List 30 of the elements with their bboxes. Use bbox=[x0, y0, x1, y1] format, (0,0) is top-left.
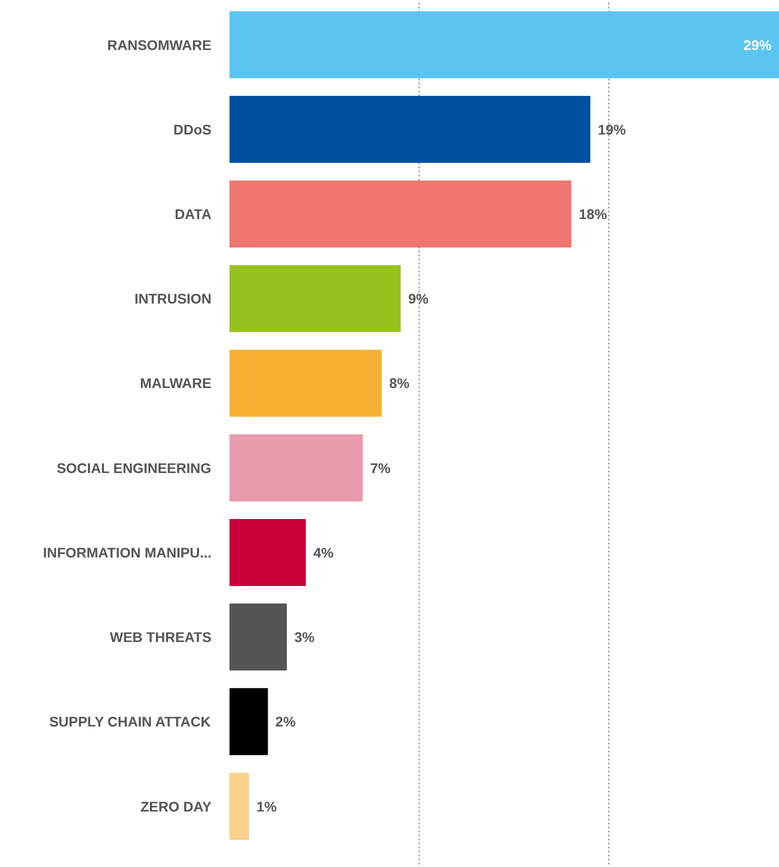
y-tick-label: INTRUSION bbox=[134, 290, 212, 307]
bar bbox=[230, 265, 401, 332]
y-tick-label: WEB THREATS bbox=[110, 629, 212, 646]
data-label: 2% bbox=[275, 714, 296, 730]
y-tick-label: ZERO DAY bbox=[140, 798, 212, 814]
bar bbox=[230, 180, 572, 248]
bar bbox=[230, 688, 268, 756]
data-label: 8% bbox=[389, 375, 410, 392]
data-label: 1% bbox=[256, 798, 278, 814]
data-label: 7% bbox=[370, 460, 392, 476]
data-label: 18% bbox=[578, 206, 608, 222]
y-tick-label: DDoS bbox=[173, 121, 212, 138]
y-tick-label: MALWARE bbox=[140, 375, 212, 392]
data-label: 19% bbox=[598, 121, 626, 138]
y-tick-label: INFORMATION MANIPU... bbox=[42, 544, 212, 560]
y-tick-label: DATA bbox=[174, 206, 212, 222]
data-label: 29% bbox=[743, 36, 772, 53]
bar bbox=[230, 96, 590, 163]
bar bbox=[230, 518, 306, 586]
y-tick-label: SOCIAL ENGINEERING bbox=[56, 460, 212, 476]
y-tick-label: SUPPLY CHAIN ATTACK bbox=[49, 714, 211, 730]
bar bbox=[230, 772, 249, 840]
y-tick-label: RANSOMWARE bbox=[107, 36, 212, 53]
data-label: 9% bbox=[408, 290, 429, 307]
bar bbox=[230, 604, 287, 671]
bar bbox=[230, 434, 363, 502]
bar bbox=[230, 350, 382, 417]
data-label: 3% bbox=[294, 629, 316, 646]
data-label: 4% bbox=[313, 544, 334, 560]
bar bbox=[230, 11, 779, 78]
